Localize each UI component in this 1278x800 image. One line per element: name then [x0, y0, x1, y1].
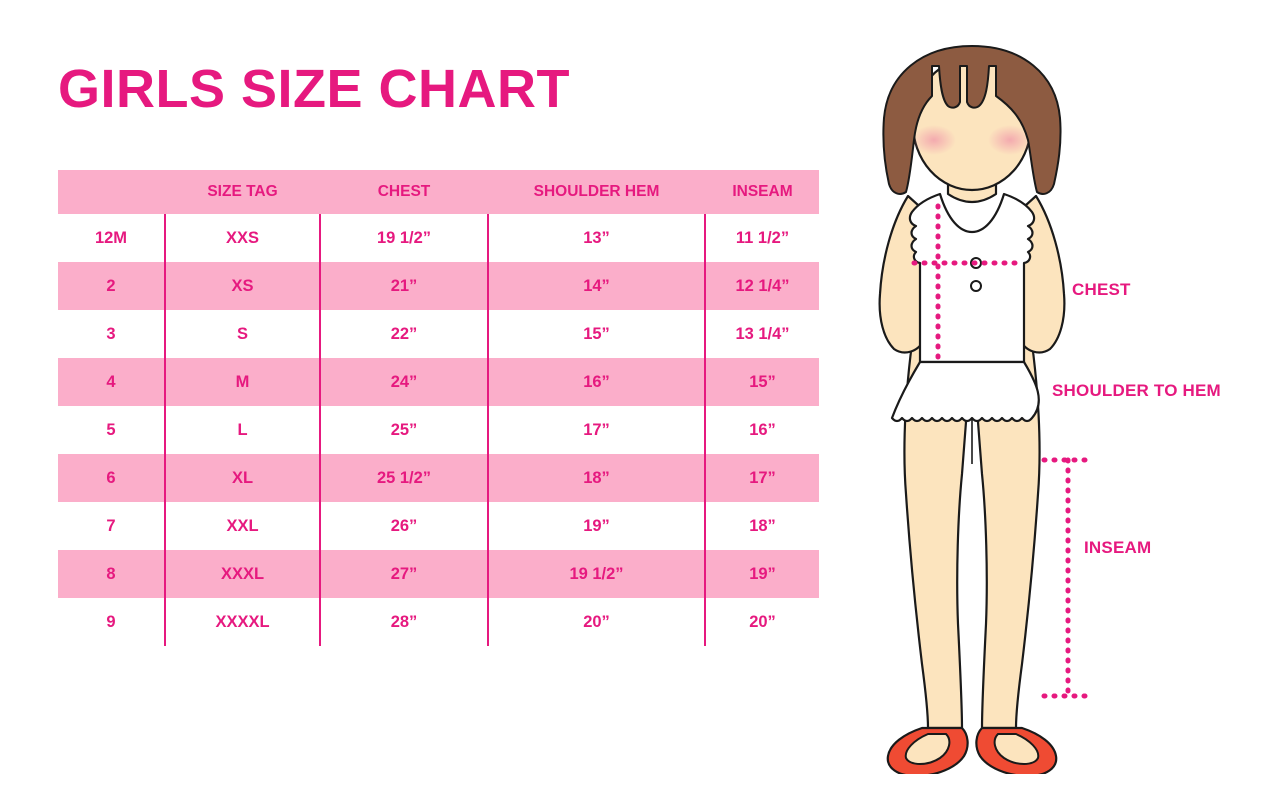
cell-size-tag: XXXXL — [164, 598, 320, 646]
cell-shoulder-hem: 18” — [487, 454, 705, 502]
cell-shoulder-hem: 19 1/2” — [487, 550, 705, 598]
table-row: 7 XXL 26” 19” 18” — [58, 502, 819, 550]
table-header-row: SIZE TAG CHEST SHOULDER HEM INSEAM — [58, 170, 819, 214]
table-row: 9 XXXXL 28” 20” 20” — [58, 598, 819, 646]
cell-inseam: 12 1/4” — [704, 262, 819, 310]
callout-label-chest: CHEST — [1072, 280, 1131, 299]
cell-size-tag: XXXL — [164, 550, 320, 598]
cell-size-tag: M — [164, 358, 320, 406]
cell-chest: 19 1/2” — [319, 214, 488, 262]
cell-inseam: 11 1/2” — [704, 214, 819, 262]
table-row: 6 XL 25 1/2” 18” 17” — [58, 454, 819, 502]
table-body: 12M XXS 19 1/2” 13” 11 1/2” 2 XS 21” 14”… — [58, 214, 819, 646]
size-chart-table-container: SIZE TAG CHEST SHOULDER HEM INSEAM 12M X… — [58, 170, 819, 646]
girl-figure-illustration — [836, 44, 1106, 774]
table-row: 12M XXS 19 1/2” 13” 11 1/2” — [58, 214, 819, 262]
measurement-guides — [911, 203, 1027, 367]
page-title: GIRLS SIZE CHART — [58, 59, 571, 119]
cell-inseam: 18” — [704, 502, 819, 550]
figure-shoes — [886, 726, 1058, 774]
figure-legs — [903, 327, 1041, 730]
cell-shoulder-hem: 13” — [487, 214, 705, 262]
cell-shoulder-hem: 20” — [487, 598, 705, 646]
cell-inseam: 16” — [704, 406, 819, 454]
size-chart-table: SIZE TAG CHEST SHOULDER HEM INSEAM 12M X… — [58, 170, 819, 646]
cell-size-tag: XL — [164, 454, 320, 502]
column-header-chest: CHEST — [319, 170, 488, 214]
cell-age: 5 — [58, 406, 165, 454]
callout-label-inseam: INSEAM — [1084, 538, 1152, 557]
cell-inseam: 19” — [704, 550, 819, 598]
cell-shoulder-hem: 16” — [487, 358, 705, 406]
cell-chest: 25 1/2” — [319, 454, 488, 502]
cell-chest: 27” — [319, 550, 488, 598]
figure-head — [882, 45, 1062, 195]
column-header-age — [58, 170, 165, 214]
cell-age: 12M — [58, 214, 165, 262]
cell-shoulder-hem: 15” — [487, 310, 705, 358]
cell-inseam: 15” — [704, 358, 819, 406]
cell-chest: 26” — [319, 502, 488, 550]
figure-top — [908, 192, 1036, 364]
cell-age: 6 — [58, 454, 165, 502]
cell-chest: 22” — [319, 310, 488, 358]
cell-chest: 28” — [319, 598, 488, 646]
table-header: SIZE TAG CHEST SHOULDER HEM INSEAM — [58, 170, 819, 214]
table-row: 5 L 25” 17” 16” — [58, 406, 819, 454]
table-row: 3 S 22” 15” 13 1/4” — [58, 310, 819, 358]
column-header-size-tag: SIZE TAG — [164, 170, 320, 214]
cell-size-tag: XXS — [164, 214, 320, 262]
table-row: 2 XS 21” 14” 12 1/4” — [58, 262, 819, 310]
inseam-measure-bracket — [1041, 457, 1089, 699]
cell-age: 2 — [58, 262, 165, 310]
cell-age: 4 — [58, 358, 165, 406]
cell-age: 9 — [58, 598, 165, 646]
column-header-inseam: INSEAM — [704, 170, 819, 214]
callout-label-shoulder-to-hem: SHOULDER TO HEM — [1052, 381, 1221, 400]
cell-size-tag: XXL — [164, 502, 320, 550]
cell-size-tag: L — [164, 406, 320, 454]
cell-inseam: 20” — [704, 598, 819, 646]
figure-skirt — [890, 360, 1040, 423]
table-row: 8 XXXL 27” 19 1/2” 19” — [58, 550, 819, 598]
cell-age: 3 — [58, 310, 165, 358]
blush-left — [912, 125, 956, 155]
cell-chest: 21” — [319, 262, 488, 310]
blush-right — [988, 125, 1032, 155]
cell-chest: 24” — [319, 358, 488, 406]
cell-size-tag: XS — [164, 262, 320, 310]
table-row: 4 M 24” 16” 15” — [58, 358, 819, 406]
cell-age: 8 — [58, 550, 165, 598]
column-header-shoulder-hem: SHOULDER HEM — [487, 170, 705, 214]
cell-chest: 25” — [319, 406, 488, 454]
cell-age: 7 — [58, 502, 165, 550]
cell-shoulder-hem: 19” — [487, 502, 705, 550]
cell-shoulder-hem: 17” — [487, 406, 705, 454]
cell-inseam: 13 1/4” — [704, 310, 819, 358]
cell-size-tag: S — [164, 310, 320, 358]
cell-shoulder-hem: 14” — [487, 262, 705, 310]
button-lower — [970, 280, 982, 292]
cell-inseam: 17” — [704, 454, 819, 502]
